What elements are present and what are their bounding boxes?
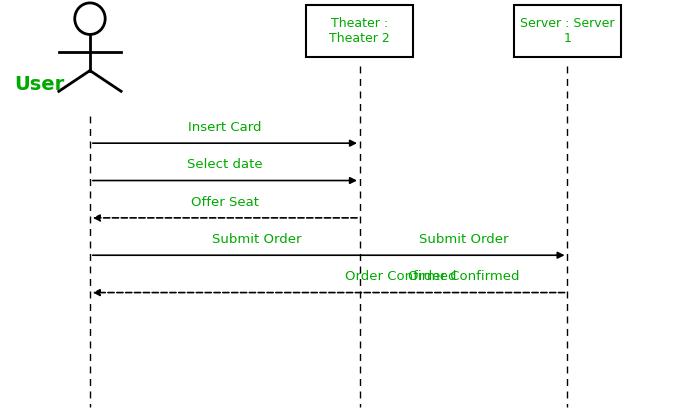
Text: Submit Order: Submit Order <box>419 233 509 246</box>
Bar <box>306 5 414 57</box>
Text: Server : Server
1: Server : Server 1 <box>520 17 614 45</box>
Text: Offer Seat: Offer Seat <box>191 196 259 209</box>
Text: Theater :
Theater 2: Theater : Theater 2 <box>329 17 390 45</box>
Text: User: User <box>14 75 64 94</box>
Text: Submit Order: Submit Order <box>212 233 302 246</box>
Text: Order Confirmed: Order Confirmed <box>408 271 520 283</box>
Text: Order Confirmed: Order Confirmed <box>345 271 456 283</box>
Text: Select date: Select date <box>187 159 263 171</box>
Text: Insert Card: Insert Card <box>188 121 262 134</box>
Bar <box>513 5 621 57</box>
